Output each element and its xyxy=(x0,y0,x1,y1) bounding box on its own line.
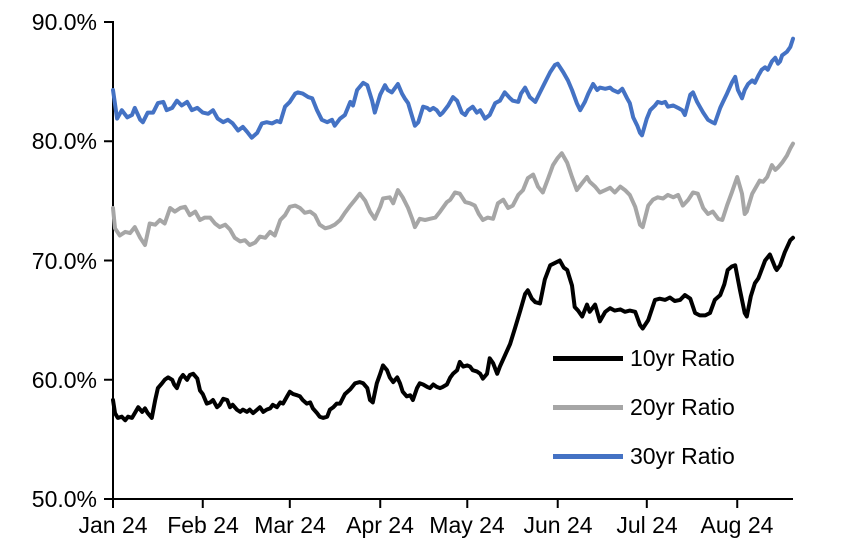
y-tick-label: 90.0% xyxy=(31,9,97,35)
y-tick-label: 70.0% xyxy=(31,248,97,274)
legend-label: 20yr Ratio xyxy=(630,394,735,420)
x-tick-label: May 24 xyxy=(429,512,505,538)
legend: 10yr Ratio 20yr Ratio 30yr Ratio xyxy=(553,334,735,481)
legend-item-10yr-ratio: 10yr Ratio xyxy=(553,334,735,383)
y-tick-label: 50.0% xyxy=(31,486,97,512)
legend-swatch-30yr-ratio xyxy=(553,454,623,459)
x-tick-label: Aug 24 xyxy=(700,512,774,538)
legend-label: 10yr Ratio xyxy=(630,345,735,371)
x-tick-label: Jan 24 xyxy=(78,512,148,538)
y-tick-label: 60.0% xyxy=(31,367,97,393)
x-tick-label: Feb 24 xyxy=(167,512,239,538)
x-tick-label: Mar 24 xyxy=(254,512,326,538)
x-tick-label: Jun 24 xyxy=(523,512,593,538)
x-tick-label: Apr 24 xyxy=(346,512,414,538)
y-tick-label: 80.0% xyxy=(31,128,97,154)
series-10yr-ratio-line xyxy=(111,235,795,423)
legend-swatch-10yr-ratio xyxy=(553,356,623,361)
legend-swatch-20yr-ratio xyxy=(553,405,623,410)
legend-item-30yr-ratio: 30yr Ratio xyxy=(553,432,735,481)
series-20yr-ratio-line xyxy=(111,141,795,247)
series-30yr-ratio-line xyxy=(111,36,795,140)
x-tick-label: Jul 24 xyxy=(616,512,678,538)
legend-label: 30yr Ratio xyxy=(630,443,735,469)
legend-item-20yr-ratio: 20yr Ratio xyxy=(553,383,735,432)
